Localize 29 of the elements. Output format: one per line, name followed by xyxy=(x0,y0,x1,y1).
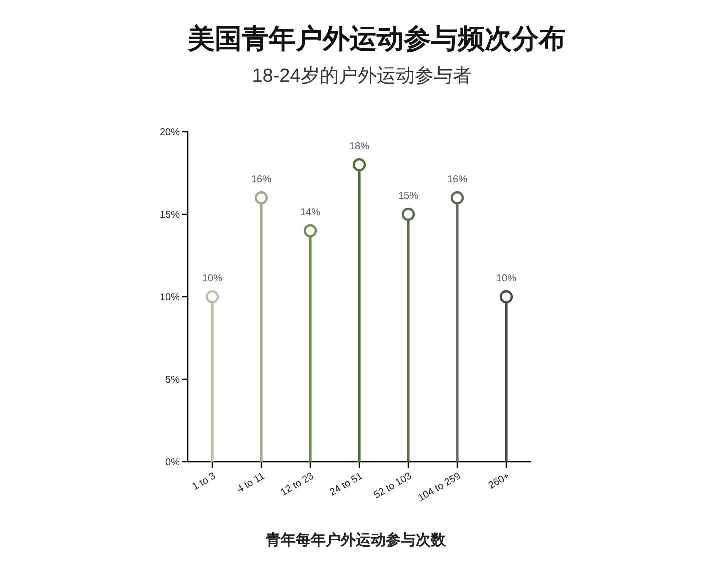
data-label: 16% xyxy=(447,174,468,186)
point xyxy=(352,158,366,172)
chart-subtitle: 18-24岁的户外运动参与者 xyxy=(252,65,472,87)
point xyxy=(304,224,318,238)
data-label: 18% xyxy=(349,142,370,152)
data-label: 10% xyxy=(496,274,517,284)
data-label: 14% xyxy=(300,208,321,218)
data-label: 10% xyxy=(202,274,223,284)
point xyxy=(500,290,514,304)
y-tick-label: 0% xyxy=(166,458,180,468)
x-tick-label: 52 to 103 xyxy=(372,470,414,502)
y-tick-label: 15% xyxy=(160,210,180,221)
data-label: 15% xyxy=(398,191,419,202)
point xyxy=(254,191,268,205)
x-tick-label: 4 to 11 xyxy=(236,470,268,496)
x-tick-label: 24 to 51 xyxy=(328,470,366,499)
x-axis-title: 青年每年户外运动参与次数 xyxy=(265,531,447,549)
data-label: 16% xyxy=(251,174,272,186)
point xyxy=(402,208,416,222)
x-tick-label: 260+ xyxy=(486,470,512,492)
x-tick-label: 12 to 23 xyxy=(279,470,316,499)
y-tick-label: 10% xyxy=(160,292,180,304)
x-tick-label: 104 to 259 xyxy=(416,470,464,504)
x-tick-label: 1 to 3 xyxy=(190,470,218,494)
y-tick-label: 5% xyxy=(166,375,180,386)
y-tick-label: 20% xyxy=(160,128,180,138)
point xyxy=(206,290,220,304)
chart-title: 美国青年户外运动参与频次分布 xyxy=(187,24,566,54)
point xyxy=(450,191,464,205)
